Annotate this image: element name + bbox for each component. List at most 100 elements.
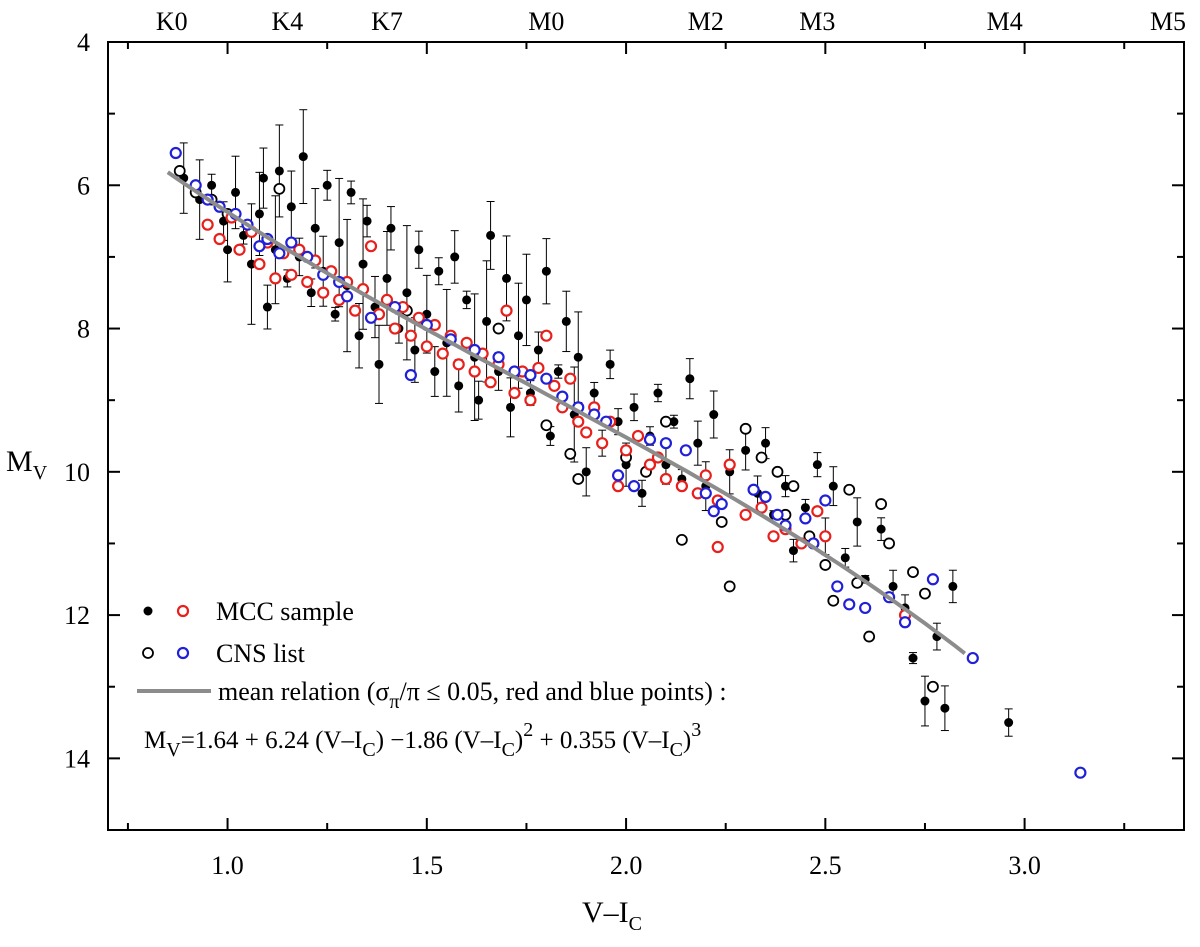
data-point-mcc-filled bbox=[286, 202, 296, 212]
data-point-mcc-precise bbox=[201, 218, 214, 231]
data-point-cns-precise bbox=[771, 508, 784, 521]
data-point-cns-open bbox=[875, 498, 888, 510]
data-point-mcc-filled bbox=[231, 187, 241, 197]
data-point-mcc-precise bbox=[317, 286, 330, 299]
data-point-cns-open bbox=[827, 594, 840, 607]
data-point-mcc-filled bbox=[207, 180, 217, 190]
y-axis-label-main: M bbox=[6, 445, 33, 478]
formula-sub-c2: C bbox=[502, 739, 515, 761]
y-tick-label: 10 bbox=[64, 458, 90, 487]
data-point-mcc-filled bbox=[454, 381, 464, 391]
data-point-cns-precise bbox=[627, 480, 641, 493]
x-axis-label-main: V–I bbox=[582, 896, 629, 929]
data-point-mcc-filled bbox=[920, 696, 930, 706]
data-point-mcc-filled bbox=[322, 180, 332, 190]
data-point-cns-precise bbox=[273, 247, 286, 260]
data-point-mcc-filled bbox=[761, 438, 771, 448]
data-point-mcc-filled bbox=[541, 266, 551, 276]
data-point-cns-precise bbox=[169, 146, 182, 160]
data-point-mcc-precise bbox=[659, 472, 673, 486]
data-point-mcc-filled bbox=[812, 460, 822, 470]
data-point-mcc-filled bbox=[330, 309, 340, 319]
data-point-mcc-filled bbox=[386, 223, 396, 233]
data-point-mcc-precise bbox=[468, 365, 481, 378]
data-point-cns-precise bbox=[715, 497, 728, 511]
data-point-mcc-filled bbox=[254, 209, 264, 219]
data-point-cns-open bbox=[675, 533, 688, 546]
data-point-mcc-precise bbox=[643, 458, 657, 471]
data-point-mcc-filled bbox=[553, 367, 563, 377]
data-point-mcc-filled bbox=[561, 316, 571, 326]
x-tick-label: 2.5 bbox=[809, 851, 842, 880]
data-point-mcc-precise bbox=[619, 444, 633, 457]
data-point-mcc-precise bbox=[380, 293, 394, 306]
data-point-mcc-filled bbox=[653, 388, 663, 398]
data-point-mcc-filled bbox=[573, 352, 583, 362]
data-point-cns-open bbox=[927, 680, 939, 693]
data-point-mcc-precise bbox=[524, 394, 537, 407]
legend-marker-filled-black bbox=[143, 606, 153, 616]
data-point-mcc-filled bbox=[876, 524, 886, 534]
data-point-mcc-filled bbox=[502, 273, 512, 283]
data-point-cns-open bbox=[863, 630, 876, 643]
data-point-cns-precise bbox=[819, 494, 832, 507]
data-point-mcc-precise bbox=[675, 480, 688, 493]
data-point-mcc-precise bbox=[301, 275, 314, 289]
legend-label-mean-relation: mean relation (σπ/π ≤ 0.05, red and blue… bbox=[218, 677, 727, 713]
data-point-cns-precise bbox=[540, 372, 553, 385]
data-point-cns-open bbox=[715, 516, 728, 528]
data-point-cns-open bbox=[819, 559, 832, 571]
data-point-cns-open bbox=[739, 422, 752, 435]
top-axis-spectral-label: M4 bbox=[987, 7, 1023, 36]
data-point-mcc-filled bbox=[430, 367, 440, 377]
mean-relation-formula: MV=1.64 + 6.24 (V–IC) −1.86 (V–IC)2 + 0.… bbox=[144, 719, 701, 761]
mean-relation-curve bbox=[166, 170, 967, 655]
x-tick-label: 1.0 bbox=[211, 851, 244, 880]
data-point-mcc-precise bbox=[285, 268, 298, 281]
data-point-cns-precise bbox=[404, 369, 417, 382]
data-point-mcc-filled bbox=[274, 166, 284, 176]
data-point-mcc-filled bbox=[629, 402, 639, 412]
formula-exp-2: 2 bbox=[523, 719, 533, 741]
y-tick-label: 8 bbox=[77, 315, 90, 344]
data-point-mcc-filled bbox=[940, 703, 950, 713]
data-point-mcc-precise bbox=[612, 480, 625, 493]
data-point-cns-precise bbox=[859, 601, 872, 615]
data-point-mcc-filled bbox=[840, 553, 850, 563]
data-point-mcc-filled bbox=[306, 288, 316, 298]
data-point-mcc-filled bbox=[246, 259, 256, 269]
data-point-cns-precise bbox=[285, 236, 298, 249]
data-point-mcc-filled bbox=[637, 488, 647, 498]
formula-sub-c1: C bbox=[362, 739, 375, 761]
data-point-mcc-filled bbox=[374, 359, 384, 369]
data-point-mcc-precise bbox=[253, 257, 266, 271]
data-point-cns-precise bbox=[341, 290, 354, 303]
mean-relation-text-a: mean relation (σ bbox=[218, 677, 389, 706]
data-point-mcc-filled bbox=[346, 187, 356, 197]
formula-part-1: =1.64 + 6.24 (V–I bbox=[181, 727, 363, 754]
data-point-mcc-filled bbox=[414, 245, 424, 255]
legend-marker-open-red bbox=[176, 604, 190, 618]
data-point-mcc-filled bbox=[434, 266, 444, 276]
y-axis-label-sub: V bbox=[33, 462, 48, 484]
data-point-cns-precise bbox=[699, 487, 712, 500]
data-point-mcc-filled bbox=[669, 417, 679, 427]
data-point-mcc-filled bbox=[482, 316, 492, 326]
data-point-cns-precise bbox=[707, 505, 720, 518]
data-point-mcc-precise bbox=[572, 415, 585, 428]
data-point-mcc-filled bbox=[908, 653, 918, 663]
formula-sub-v: V bbox=[166, 739, 181, 761]
data-point-mcc-filled bbox=[581, 467, 591, 477]
data-point-mcc-filled bbox=[693, 438, 703, 448]
data-point-mcc-precise bbox=[755, 501, 768, 514]
data-point-mcc-filled bbox=[589, 388, 599, 398]
data-point-mcc-precise bbox=[420, 340, 433, 353]
data-point-mcc-filled bbox=[513, 331, 523, 341]
top-axis-spectral-label: M0 bbox=[528, 7, 564, 36]
data-point-mcc-precise bbox=[739, 508, 752, 521]
data-point-cns-open bbox=[883, 537, 895, 550]
formula-sub-c3: C bbox=[670, 739, 683, 761]
mean-relation-text-sub-pi: π bbox=[389, 691, 399, 713]
legend-label-mcc-sample: MCC sample bbox=[216, 597, 354, 626]
data-point-mcc-filled bbox=[545, 431, 555, 441]
